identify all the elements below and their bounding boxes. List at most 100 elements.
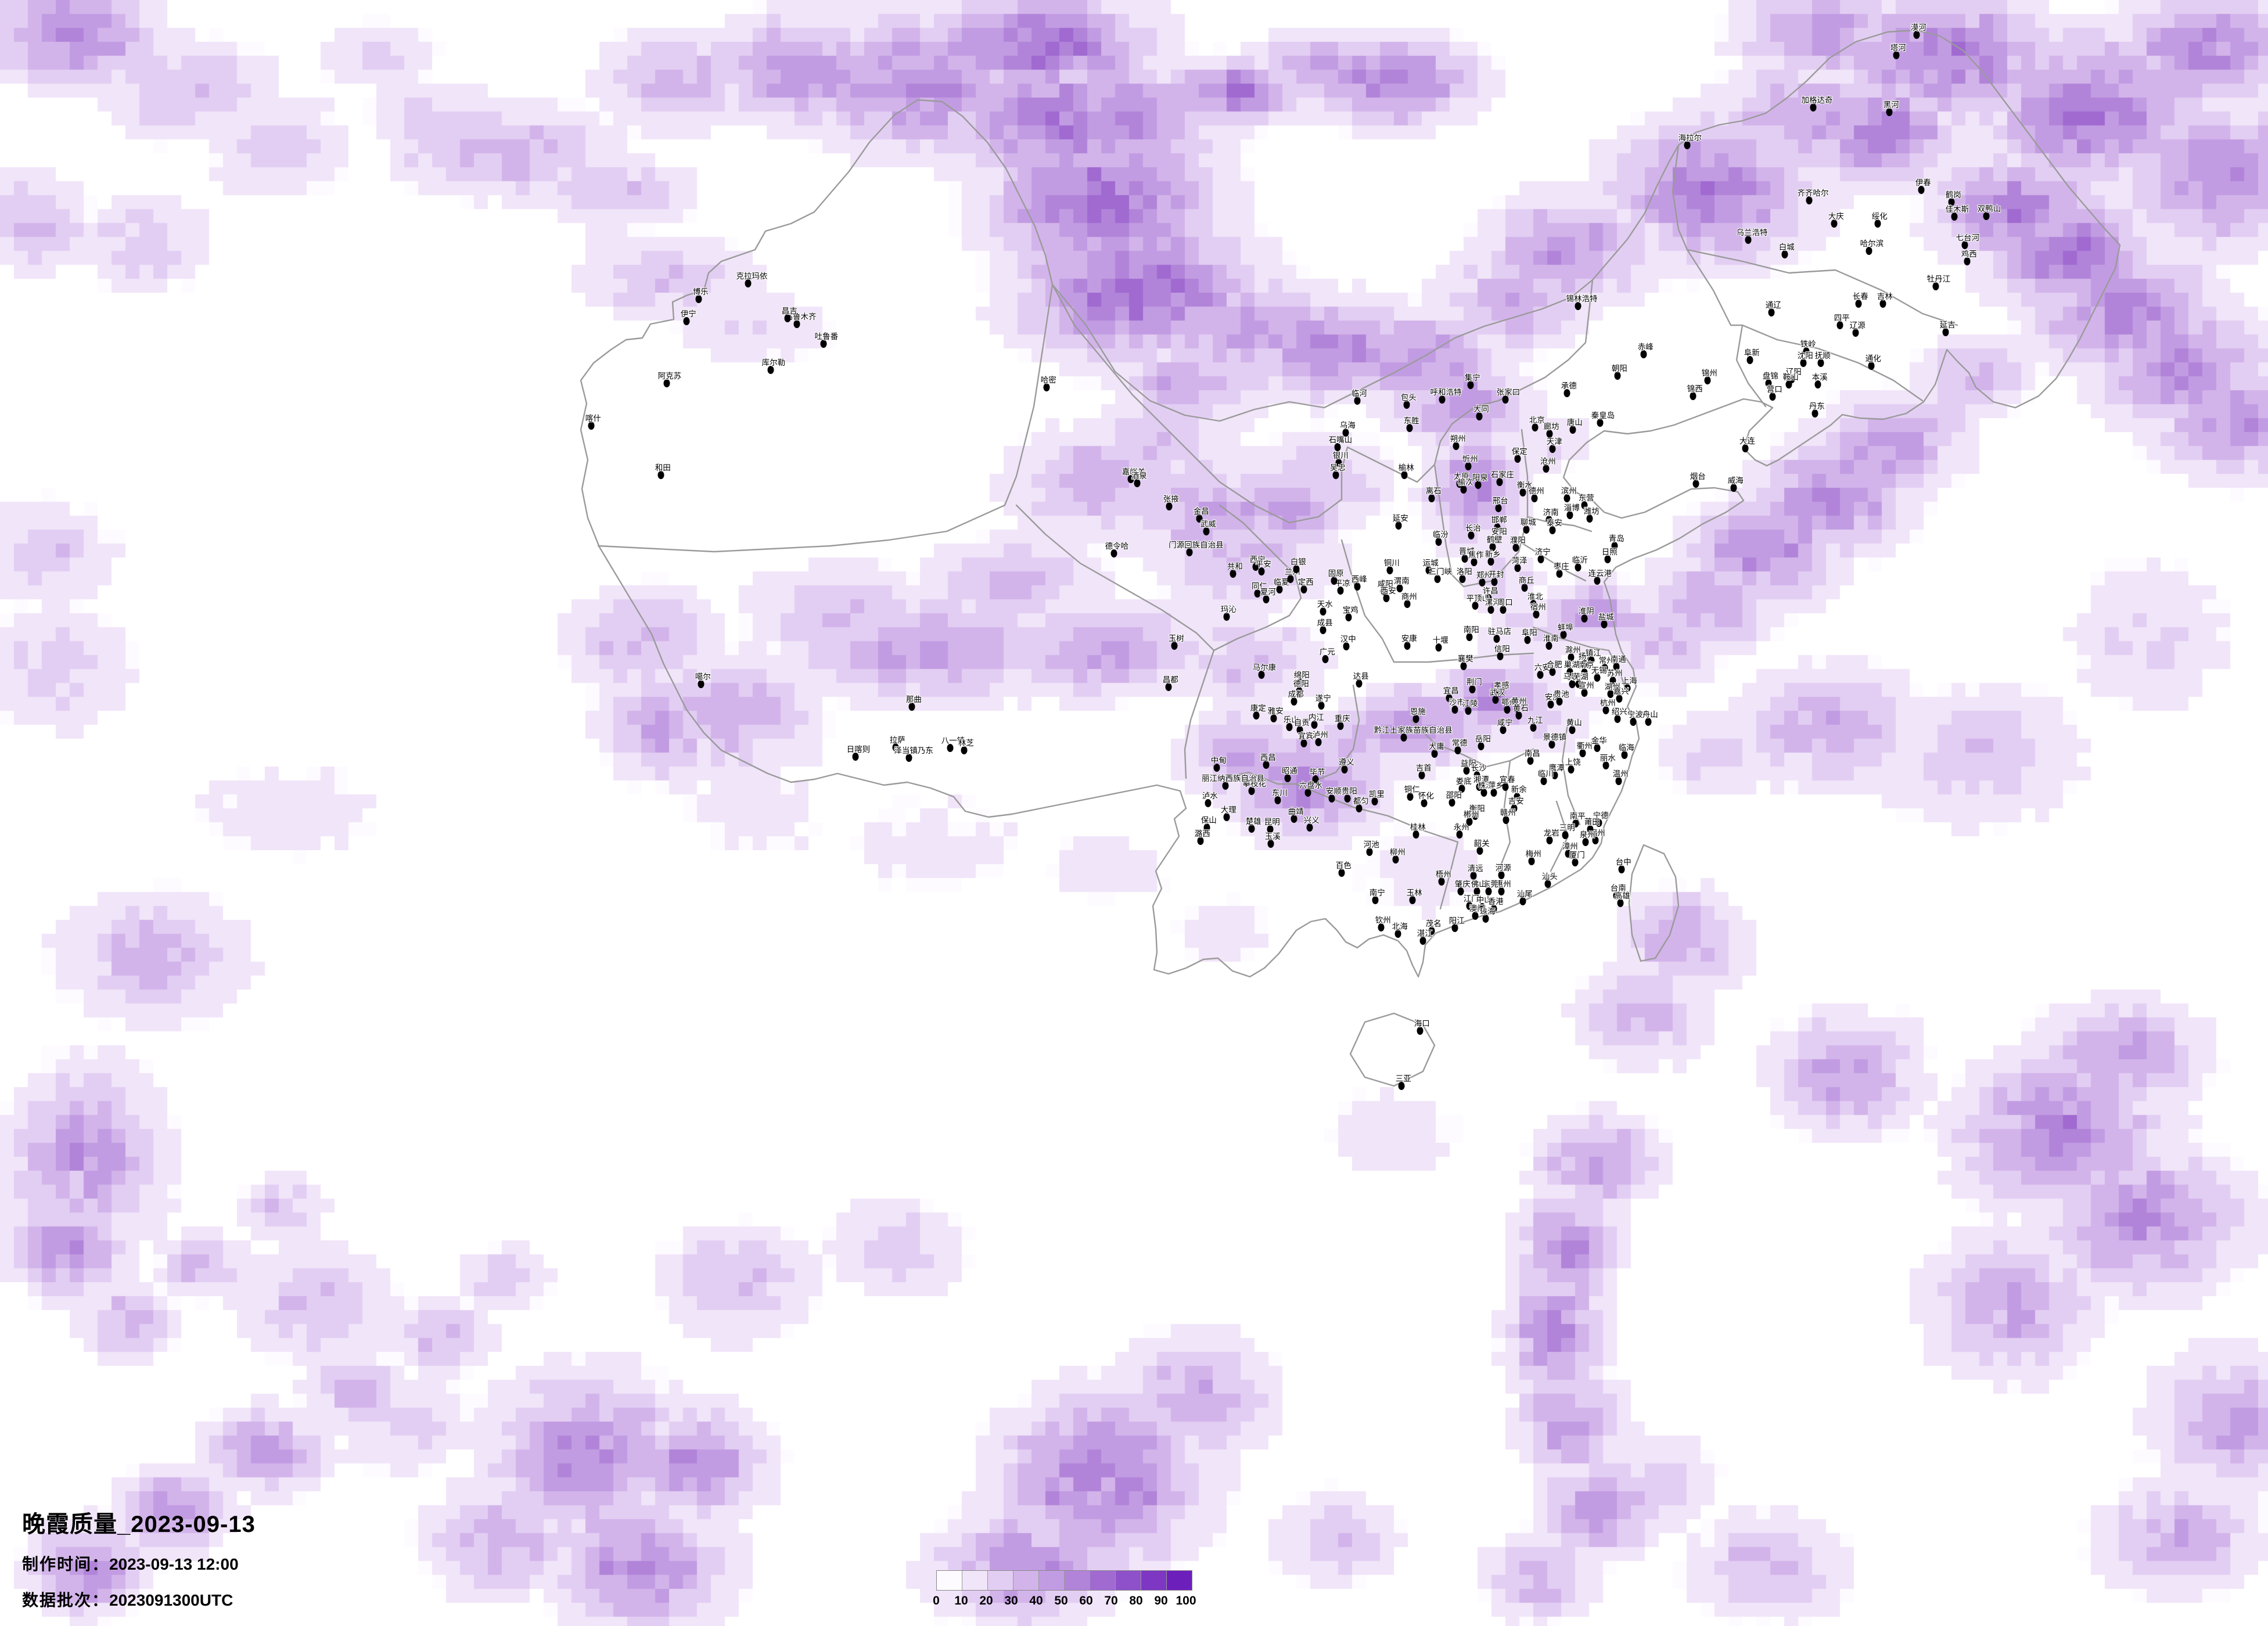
city-label: 宁波	[1627, 710, 1643, 719]
city-marker: 宝鸡	[1343, 606, 1358, 621]
city-dot-icon	[1465, 707, 1472, 715]
city-dot-icon	[1386, 566, 1393, 574]
city-label: 集宁	[1464, 373, 1480, 382]
city-dot-icon	[793, 320, 800, 328]
city-dot-icon	[1482, 915, 1489, 923]
city-dot-icon	[1730, 484, 1737, 492]
city-dot-icon	[1383, 594, 1390, 602]
city-dot-icon	[1315, 738, 1322, 746]
city-label: 廊坊	[1543, 422, 1559, 431]
city-marker: 铁岭	[1800, 340, 1816, 355]
legend-swatch	[962, 1571, 988, 1590]
city-marker: 赤峰	[1638, 343, 1654, 358]
city-marker: 阜阳	[1522, 629, 1537, 644]
city-label: 沙市	[1448, 698, 1465, 707]
city-label: 同仁	[1251, 582, 1267, 591]
city-dot-icon	[1594, 744, 1601, 752]
city-marker: 济宁	[1535, 548, 1551, 563]
city-label: 周口	[1497, 598, 1513, 607]
city-marker: 日喀则	[847, 746, 870, 761]
city-dot-icon	[1500, 726, 1507, 734]
city-marker: 辽源	[1850, 322, 1866, 337]
city-label: 巢湖	[1563, 660, 1580, 669]
city-dot-icon	[1263, 595, 1270, 603]
city-marker: 聊城	[1521, 519, 1536, 534]
city-marker: 成县	[1317, 619, 1333, 634]
city-marker: 漯河	[1485, 599, 1501, 614]
city-marker: 楚雄	[1246, 818, 1261, 833]
city-marker: 汕尾	[1517, 890, 1533, 905]
city-label: 吉首	[1415, 764, 1432, 772]
city-marker: 菏泽	[1512, 557, 1527, 572]
city-dot-icon	[1463, 767, 1470, 775]
city-marker: 上海	[1622, 677, 1637, 692]
city-dot-icon	[1563, 494, 1570, 502]
city-marker: 张掖	[1163, 495, 1179, 510]
city-dot-icon	[1412, 715, 1419, 723]
province-border-shanxi	[1433, 429, 1529, 588]
legend-swatch	[937, 1571, 962, 1590]
city-dot-icon	[1607, 690, 1614, 698]
city-marker: 佛山	[1471, 880, 1487, 895]
city-marker: 承德	[1561, 382, 1577, 397]
city-dot-icon	[1223, 813, 1230, 821]
city-label: 蚌埠	[1557, 623, 1573, 632]
city-dot-icon	[1466, 818, 1473, 826]
city-label: 丹东	[1809, 402, 1825, 411]
city-label: 日喀则	[846, 745, 871, 754]
city-label: 玉树	[1168, 634, 1184, 643]
city-dot-icon	[1293, 565, 1300, 573]
city-dot-icon	[1428, 927, 1435, 935]
city-dot-icon	[1461, 555, 1468, 563]
city-marker: 高雄	[1615, 892, 1630, 907]
city-dot-icon	[1403, 401, 1410, 409]
city-dot-icon	[1500, 606, 1507, 614]
city-label: 喀什	[585, 414, 601, 423]
city-marker: 白银	[1291, 558, 1306, 573]
city-label: 拉萨	[889, 736, 905, 744]
province-border-neimeng-south	[1051, 279, 1594, 524]
city-marker: 长沙	[1471, 764, 1487, 779]
city-label: 百色	[1335, 861, 1352, 870]
city-marker: 哈密	[1041, 376, 1056, 391]
city-marker: 阳江	[1449, 917, 1465, 932]
city-marker: 遵义	[1339, 758, 1354, 774]
city-marker: 湘潭	[1473, 776, 1489, 791]
city-label: 石家庄	[1490, 470, 1515, 479]
city-marker: 大连	[1739, 437, 1755, 452]
city-dot-icon	[1498, 871, 1505, 879]
city-label: 康定	[1250, 704, 1266, 713]
city-marker: 南昌	[1525, 750, 1540, 765]
city-dot-icon	[1356, 804, 1363, 812]
city-marker: 焦作	[1468, 551, 1484, 566]
city-dot-icon	[1417, 1027, 1424, 1035]
city-marker: 西昌	[1260, 754, 1276, 769]
city-dot-icon	[1401, 471, 1408, 479]
city-dot-icon	[1344, 794, 1351, 803]
city-marker: 安庆	[1545, 693, 1561, 708]
city-label: 门源回族自治县	[1169, 541, 1224, 549]
city-label: 榆林	[1398, 463, 1414, 472]
city-label: 伊春	[1915, 178, 1931, 187]
city-dot-icon	[1594, 674, 1601, 682]
city-marker: 忻州	[1462, 455, 1478, 470]
city-dot-icon	[1312, 775, 1319, 783]
city-marker: 都匀	[1353, 797, 1369, 812]
legend-tick: 60	[1079, 1594, 1093, 1607]
city-dot-icon	[1531, 494, 1538, 502]
city-dot-icon	[1489, 543, 1496, 551]
city-marker: 湖州	[1605, 683, 1620, 698]
city-marker: 桂林	[1410, 823, 1426, 839]
city-dot-icon	[1475, 481, 1482, 489]
city-dot-icon	[1223, 613, 1230, 621]
city-dot-icon	[1537, 555, 1544, 563]
city-label: 滨州	[1561, 487, 1577, 495]
city-marker: 安顺	[1326, 787, 1342, 803]
city-dot-icon	[663, 379, 670, 387]
city-marker: 荆门	[1467, 678, 1482, 693]
city-label: 铁岭	[1800, 340, 1816, 348]
city-label: 六盘水	[1299, 781, 1323, 790]
city-marker: 乐山	[1284, 716, 1299, 731]
city-dot-icon	[1311, 721, 1318, 729]
